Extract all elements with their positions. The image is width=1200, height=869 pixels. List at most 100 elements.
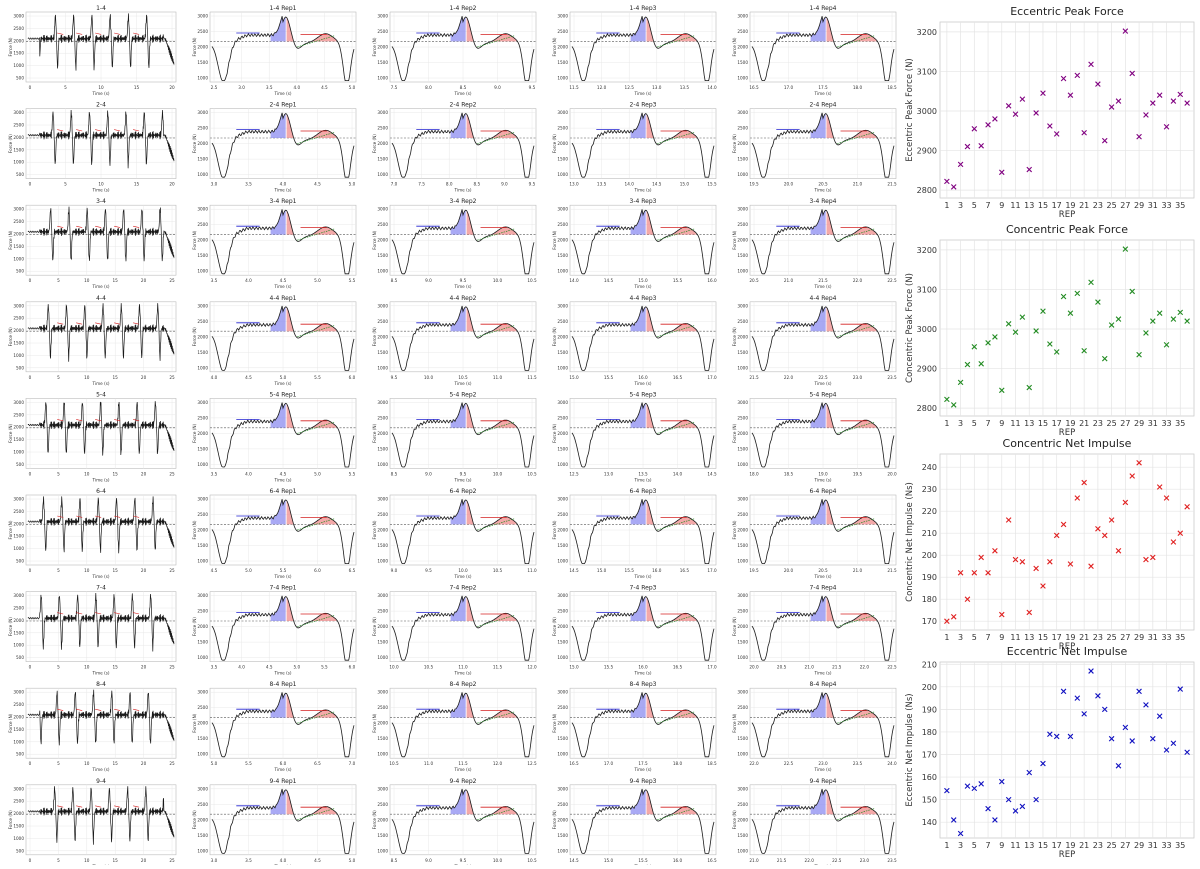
x-tick-label: 10.5 bbox=[424, 665, 434, 670]
y-tick-label: 2500 bbox=[197, 802, 208, 807]
y-tick-label: 2500 bbox=[13, 412, 24, 417]
eccentric-area bbox=[810, 789, 826, 815]
x-axis-label: Time (s) bbox=[633, 574, 651, 579]
concentric-tail-area bbox=[851, 806, 877, 815]
y-tick-label: 1500 bbox=[557, 157, 568, 162]
rep-trace-panel: 8.5 9.0 9.5 10.0 10.5 1000 1500 2000 2500 3000 5-4… bbox=[372, 391, 537, 482]
data-point bbox=[1170, 740, 1177, 747]
y-tick-label: 1000 bbox=[197, 269, 208, 274]
rep-trace-panel: 15.0 15.5 16.0 16.5 17.0 1000 1500 2000 2500 3000… bbox=[552, 585, 717, 676]
x-tick-label: 4.5 bbox=[280, 471, 287, 476]
full-set-trace-panel: 0 5 10 15 20 25 500 1000 1500 2000 2500 3000 8-4 Time… bbox=[8, 681, 177, 772]
y-axis-label: Force (N) bbox=[732, 230, 737, 249]
y-tick-label: 3000 bbox=[557, 497, 568, 502]
fit-line bbox=[657, 808, 695, 821]
y-tick-label: 1500 bbox=[197, 543, 208, 548]
x-tick-label: 11.5 bbox=[458, 761, 468, 766]
data-point bbox=[978, 361, 984, 367]
force-trace-line bbox=[571, 499, 715, 564]
data-point bbox=[1136, 688, 1142, 695]
x-axis-label: Time (s) bbox=[91, 381, 109, 386]
data-point bbox=[1067, 310, 1074, 316]
y-axis-label: Eccentric Peak Force (N) bbox=[905, 58, 915, 161]
y-tick-label: 2500 bbox=[197, 222, 208, 227]
force-trace-line bbox=[391, 16, 535, 81]
panel-title: 8-4 Rep4 bbox=[810, 681, 837, 688]
x-tick-label: 5.5 bbox=[245, 761, 252, 766]
x-tick-label: 16.5 bbox=[673, 375, 683, 380]
x-tick-label: 20 bbox=[169, 182, 175, 187]
panel-title: 6-4 Rep3 bbox=[630, 488, 657, 495]
plot-frame bbox=[25, 494, 177, 566]
force-trace-line bbox=[571, 788, 715, 854]
x-tick-label: 22.5 bbox=[818, 375, 828, 380]
data-point bbox=[1088, 61, 1094, 68]
fit-line bbox=[297, 808, 335, 821]
y-axis-label: Force (N) bbox=[192, 617, 197, 636]
x-tick-label: 10.0 bbox=[424, 375, 434, 380]
x-tick-label: 10 bbox=[84, 471, 90, 476]
data-point bbox=[1019, 96, 1026, 102]
y-tick-label: 3200 bbox=[917, 246, 937, 255]
rep-marker bbox=[133, 805, 140, 808]
x-tick-label: 10 bbox=[84, 858, 90, 863]
rep-trace-panel: 3.5 4.0 4.5 5.0 5.5 1000 1500 2000 2500 3000 3-4 R… bbox=[192, 198, 357, 289]
y-tick-label: 1000 bbox=[557, 848, 568, 853]
y-tick-label: 1000 bbox=[197, 848, 208, 853]
fit-line bbox=[657, 228, 695, 241]
y-axis-label: Force (N) bbox=[732, 134, 737, 153]
rep-trace-panel: 10.0 10.5 11.0 11.5 12.0 1000 1500 2000 2500 3000… bbox=[372, 585, 537, 676]
x-tick-label: 14.5 bbox=[707, 471, 717, 476]
y-tick-label: 3000 bbox=[377, 110, 388, 115]
y-tick-label: 2500 bbox=[377, 609, 388, 614]
y-tick-label: 1500 bbox=[557, 446, 568, 451]
data-point bbox=[1150, 735, 1156, 742]
y-axis-label: Force (N) bbox=[732, 713, 737, 732]
x-tick-label: 11 bbox=[1010, 841, 1020, 850]
x-axis-label: Time (s) bbox=[813, 381, 831, 386]
y-tick-label: 170 bbox=[922, 751, 937, 760]
y-tick-label: 2000 bbox=[557, 334, 568, 339]
y-axis-label: Force (N) bbox=[8, 810, 13, 829]
x-tick-label: 14.5 bbox=[604, 278, 614, 283]
plot-area bbox=[939, 453, 1195, 631]
panel-title: 6-4 Rep2 bbox=[450, 488, 477, 495]
y-tick-label: 2000 bbox=[377, 334, 388, 339]
data-point bbox=[964, 596, 971, 602]
concentric-tail-area bbox=[311, 323, 337, 332]
y-tick-label: 2000 bbox=[377, 238, 388, 243]
data-point bbox=[1005, 517, 1012, 523]
eccentric-area bbox=[450, 112, 466, 138]
y-tick-label: 2900 bbox=[917, 147, 937, 156]
x-tick-label: 13.5 bbox=[638, 471, 648, 476]
rep-trace-panel: 19.5 20.0 20.5 21.0 21.5 1000 1500 2000 2500 3000… bbox=[732, 102, 897, 193]
panel-title: 6-4 bbox=[96, 488, 106, 495]
y-tick-label: 200 bbox=[922, 551, 937, 560]
rep-marker bbox=[57, 129, 64, 132]
data-point bbox=[992, 116, 998, 122]
y-tick-label: 1000 bbox=[377, 76, 388, 81]
full-set-trace-panel: 0 5 10 15 20 25 500 1000 1500 2000 2500 3000 5-4 Time… bbox=[8, 391, 177, 482]
y-tick-label: 2000 bbox=[557, 45, 568, 50]
x-tick-label: 35 bbox=[1175, 633, 1185, 642]
data-point bbox=[985, 340, 991, 346]
concentric-tail-area bbox=[311, 613, 337, 622]
x-tick-label: 4.0 bbox=[245, 278, 252, 283]
x-tick-label: 10 bbox=[84, 665, 90, 670]
y-tick-label: 1000 bbox=[737, 76, 748, 81]
eccentric-area bbox=[810, 595, 826, 621]
x-tick-label: 4.5 bbox=[245, 375, 252, 380]
y-tick-label: 1500 bbox=[557, 640, 568, 645]
y-axis-label: Force (N) bbox=[8, 134, 13, 153]
force-trace-line bbox=[27, 109, 175, 169]
data-point bbox=[1143, 112, 1149, 118]
x-tick-label: 7.0 bbox=[391, 182, 398, 187]
x-tick-label: 17 bbox=[1052, 633, 1062, 642]
panel-title: 5-4 Rep3 bbox=[630, 391, 657, 398]
panel-title: 1-4 bbox=[96, 5, 106, 12]
y-tick-label: 1000 bbox=[197, 172, 208, 177]
y-tick-label: 3000 bbox=[377, 786, 388, 791]
y-tick-label: 1500 bbox=[197, 640, 208, 645]
rep-trace-panel: 15.0 15.5 16.0 16.5 17.0 1000 1500 2000 2500 3000… bbox=[552, 295, 717, 386]
